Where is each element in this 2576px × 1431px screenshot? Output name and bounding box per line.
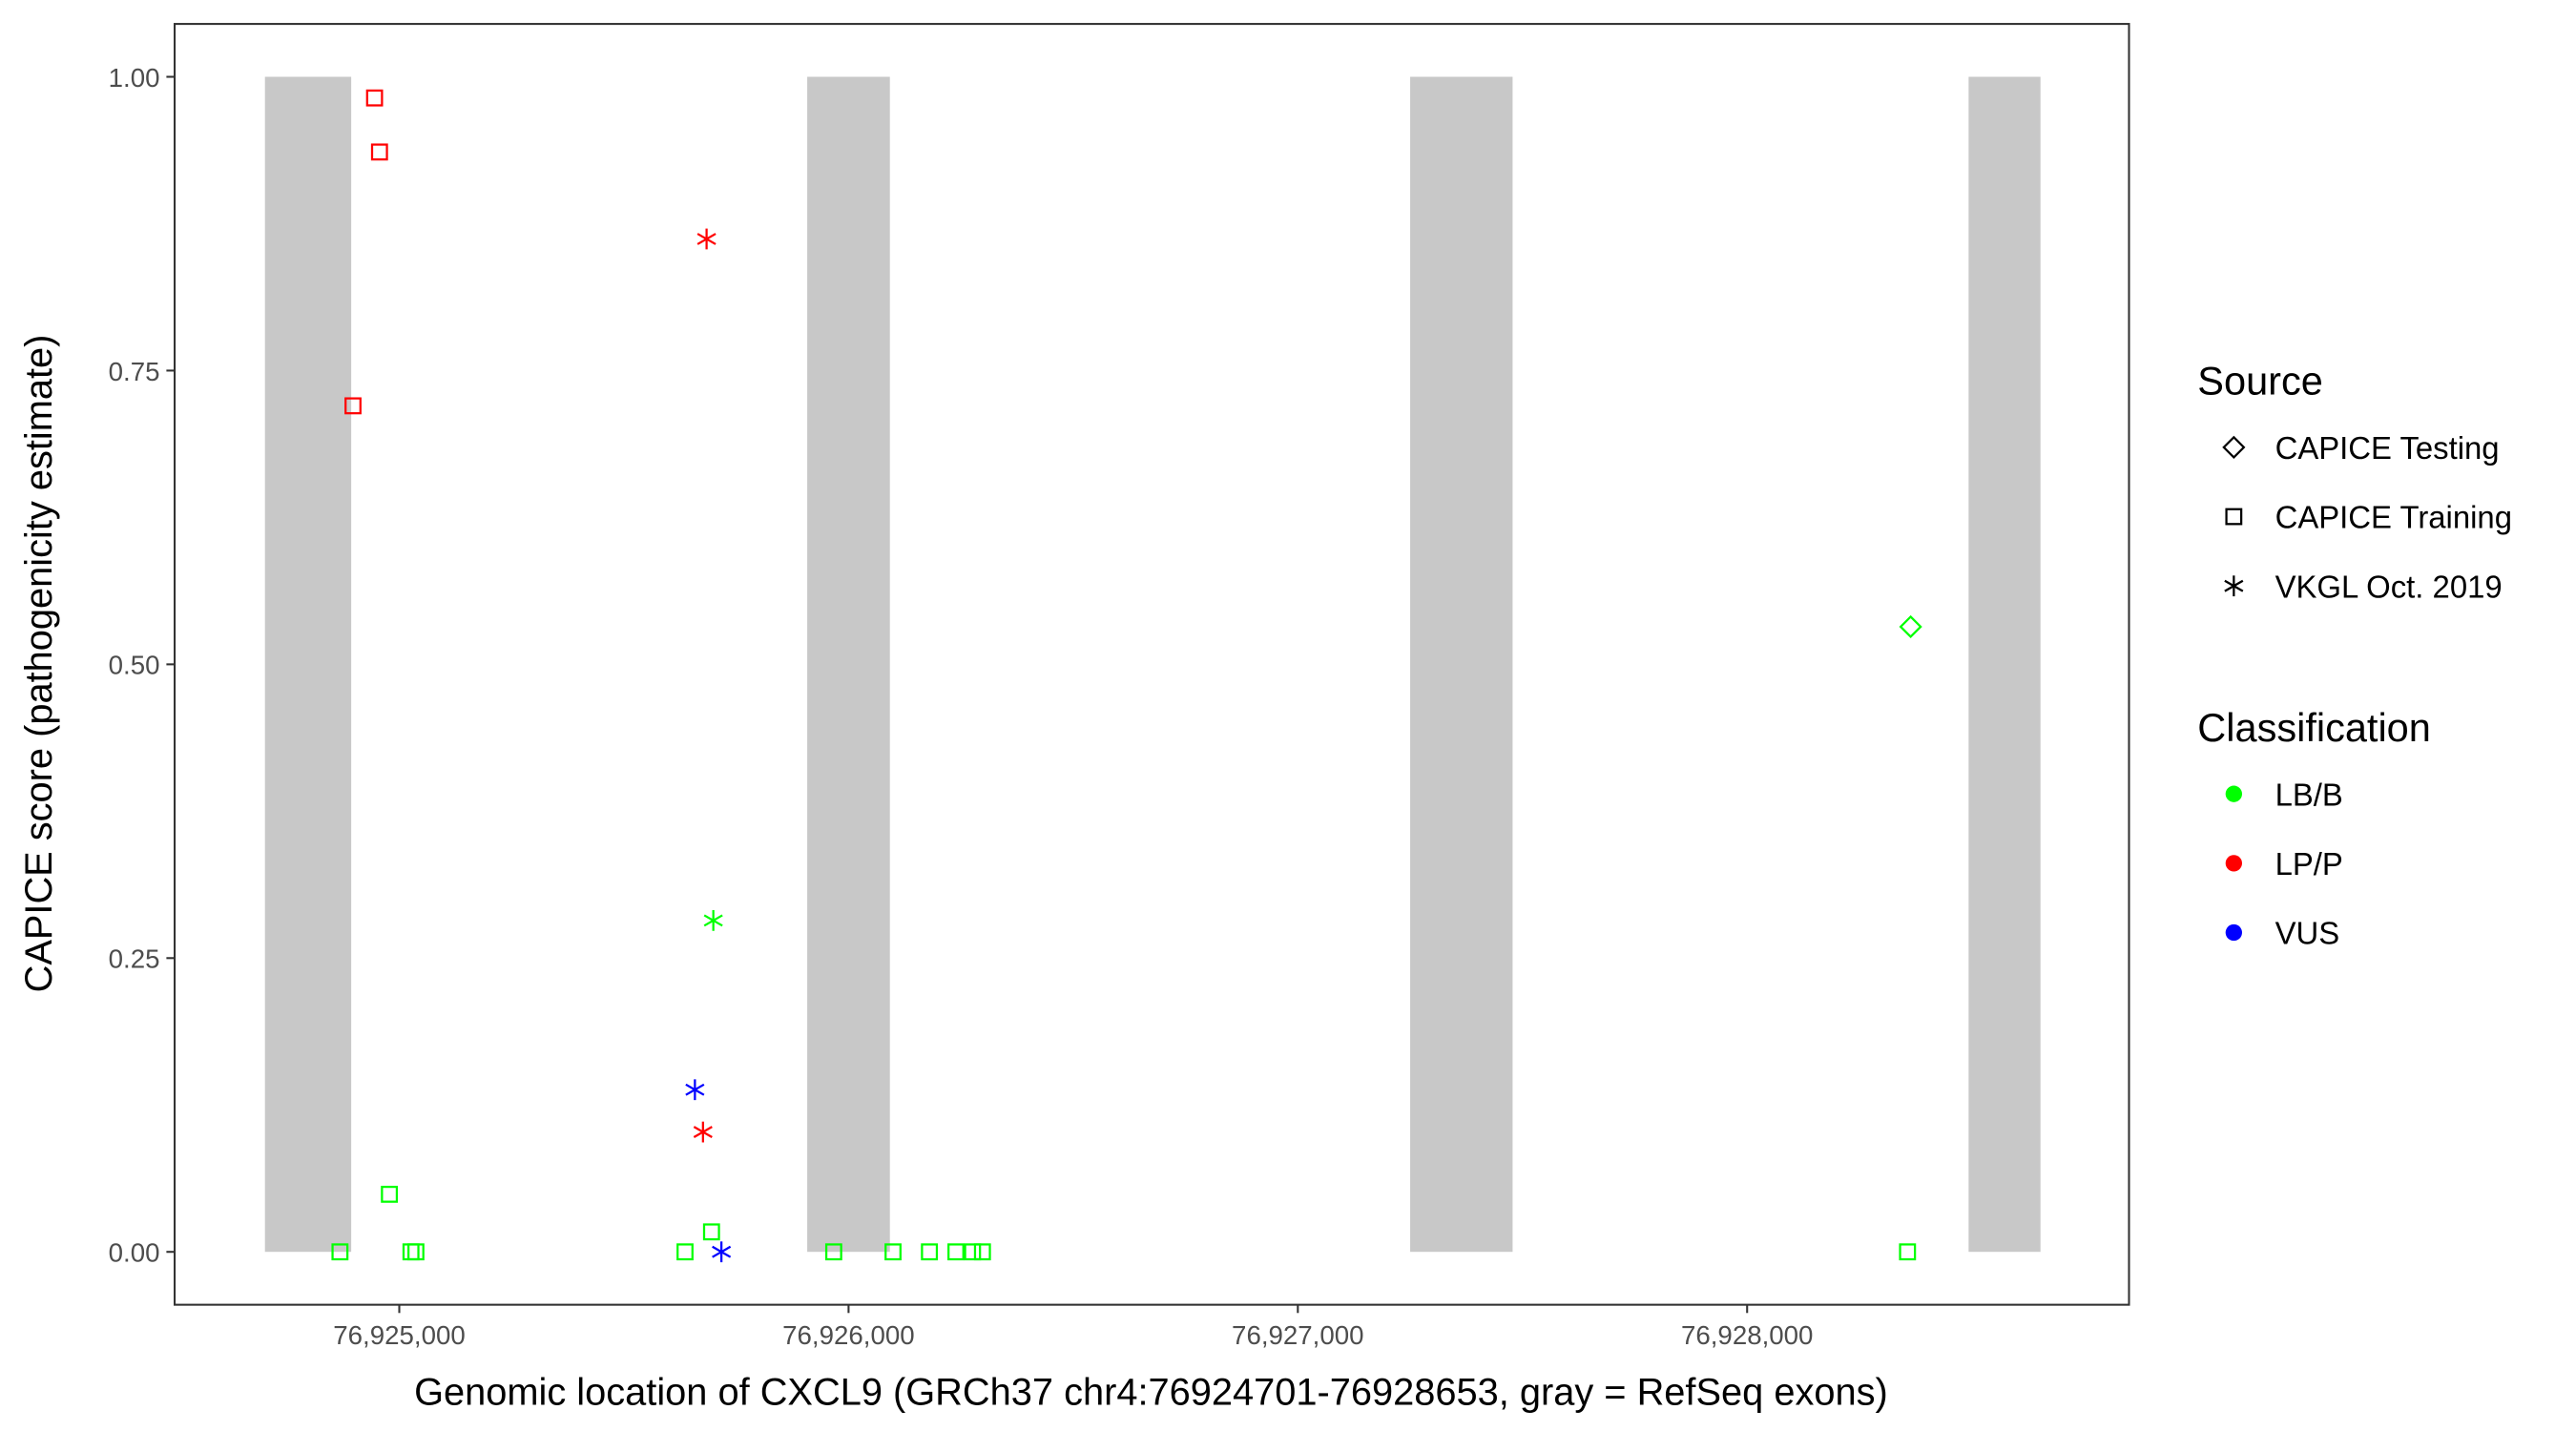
legend-class-label: LB/B xyxy=(2275,777,2343,812)
exon-band xyxy=(807,76,890,1253)
legend: Source Classification CAPICE Testing CAPI… xyxy=(2197,358,2512,950)
x-tick-label: 76,927,000 xyxy=(1232,1320,1364,1350)
data-point-square xyxy=(824,1243,842,1261)
plot-panel-border xyxy=(174,23,2130,1306)
legend-classification-title: Classification xyxy=(2197,705,2431,750)
exon-bands xyxy=(264,76,2041,1253)
x-axis: 76,925,000 76,926,000 76,927,000 76,928,000 xyxy=(333,1304,1814,1350)
y-tick-label: 0.00 xyxy=(109,1238,160,1268)
y-tick-label: 0.75 xyxy=(109,357,160,386)
data-point-asterisk xyxy=(693,1121,713,1143)
data-point-square xyxy=(964,1243,982,1261)
x-tick-label: 76,925,000 xyxy=(333,1320,466,1350)
data-point-square xyxy=(370,143,388,161)
legend-source-title: Source xyxy=(2197,358,2323,403)
data-point-square xyxy=(973,1243,991,1261)
exon-band xyxy=(1968,76,2041,1253)
data-point-asterisk xyxy=(685,1079,705,1101)
legend-key-dot xyxy=(2225,785,2242,802)
legend-source-label: CAPICE Testing xyxy=(2275,430,2500,466)
legend-key-dot xyxy=(2225,923,2242,942)
asterisk-stroke xyxy=(685,1083,705,1096)
asterisk-stroke xyxy=(693,1126,713,1139)
legend-key-diamond xyxy=(2222,435,2246,459)
data-point-square xyxy=(947,1243,965,1261)
exon-band xyxy=(264,76,352,1253)
legend-key-asterisk xyxy=(2224,575,2244,597)
asterisk-stroke xyxy=(696,233,717,245)
legend-class-label: VUS xyxy=(2275,916,2340,951)
legend-source-label: VKGL Oct. 2019 xyxy=(2275,569,2503,604)
y-tick-label: 0.50 xyxy=(109,651,160,680)
data-point-square xyxy=(1899,1243,1917,1261)
asterisk-stroke xyxy=(712,1245,732,1258)
x-tick-label: 76,926,000 xyxy=(782,1320,914,1350)
x-tick-label: 76,928,000 xyxy=(1681,1320,1814,1350)
data-point-square xyxy=(702,1223,720,1241)
exon-band xyxy=(1410,76,1513,1253)
legend-class-label: LP/P xyxy=(2275,846,2343,881)
data-point-square xyxy=(921,1243,939,1261)
data-point-square xyxy=(344,397,362,415)
data-point-asterisk xyxy=(703,909,723,931)
data-point-diamond xyxy=(1899,614,1922,639)
data-point-asterisk xyxy=(696,228,717,250)
legend-key-square xyxy=(2225,508,2243,526)
data-point-square xyxy=(884,1243,902,1261)
data-point-square xyxy=(676,1243,694,1261)
data-point-square xyxy=(402,1243,420,1261)
data-point-square xyxy=(407,1243,425,1261)
y-tick-label: 0.25 xyxy=(109,944,160,974)
asterisk-stroke xyxy=(2224,579,2244,592)
y-axis: 0.00 0.25 0.50 0.75 1.00 xyxy=(109,63,176,1268)
data-points xyxy=(331,89,1922,1263)
data-point-square xyxy=(331,1243,349,1261)
data-point-square xyxy=(365,89,384,107)
x-axis-title: Genomic location of CXCL9 (GRCh37 chr4:7… xyxy=(414,1371,1888,1413)
y-tick-label: 1.00 xyxy=(109,63,160,93)
data-point-square xyxy=(381,1185,399,1203)
legend-key-dot xyxy=(2225,855,2242,872)
data-point-asterisk xyxy=(712,1241,732,1263)
legend-source-label: CAPICE Training xyxy=(2275,500,2512,535)
y-axis-title: CAPICE score (pathogenicity estimate) xyxy=(18,335,60,993)
asterisk-stroke xyxy=(703,914,723,927)
